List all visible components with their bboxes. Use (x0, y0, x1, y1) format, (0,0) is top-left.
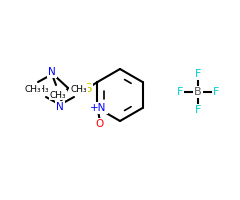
Text: +N: +N (90, 103, 107, 113)
Text: CH₃: CH₃ (50, 90, 66, 99)
Text: B: B (194, 87, 202, 97)
Text: CH₃: CH₃ (33, 84, 49, 94)
Text: F: F (195, 69, 201, 79)
Text: CH₃: CH₃ (71, 84, 87, 94)
Text: N: N (48, 67, 56, 77)
Text: O: O (95, 119, 104, 129)
Text: F: F (177, 87, 183, 97)
Text: N: N (56, 102, 64, 112)
Text: CH₃: CH₃ (25, 86, 41, 95)
Text: S: S (84, 82, 92, 95)
Text: F: F (195, 105, 201, 115)
Text: F: F (213, 87, 219, 97)
